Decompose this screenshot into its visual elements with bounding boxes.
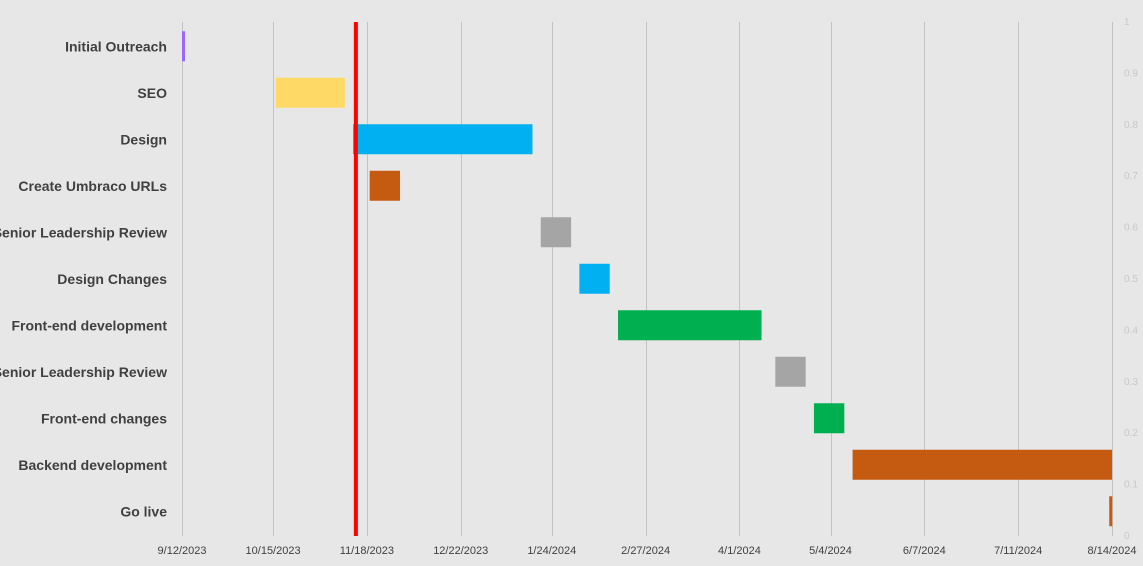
- secondary-y-tick-label: 0.5: [1124, 274, 1138, 285]
- secondary-y-tick-label: 1: [1124, 17, 1130, 28]
- task-labels: Initial Outreach SEO Design Create Umbraco …: [0, 38, 167, 519]
- secondary-y-tick-label: 0.4: [1124, 325, 1138, 336]
- task-bar: [852, 449, 1112, 480]
- secondary-y-tick-label: 0.3: [1124, 377, 1138, 388]
- task-bar: [182, 31, 185, 62]
- task-bars: [182, 31, 1113, 527]
- x-tick-label: 5/4/2024: [809, 545, 852, 557]
- task-label: Senior Leadership Review: [0, 224, 167, 240]
- task-bar: [353, 124, 533, 155]
- x-tick-label: 4/1/2024: [718, 545, 761, 557]
- secondary-y-tick-label: 0.6: [1124, 223, 1138, 234]
- task-bar: [579, 263, 610, 294]
- secondary-y-tick-label: 0.7: [1124, 171, 1138, 182]
- x-tick-label: 2/27/2024: [621, 545, 670, 557]
- x-tick-label: 9/12/2023: [158, 545, 207, 557]
- secondary-y-tick-label: 0: [1124, 531, 1130, 542]
- task-bar: [540, 217, 572, 248]
- secondary-y-tick-label: 0.1: [1124, 480, 1138, 491]
- x-tick-label: 12/22/2023: [433, 545, 488, 557]
- x-tick-label: 10/15/2023: [246, 545, 301, 557]
- x-axis: 9/12/2023 10/15/2023 11/18/2023 12/22/2023 1…: [158, 545, 1137, 557]
- task-bar: [813, 403, 845, 434]
- task-label: Initial Outreach: [65, 38, 167, 54]
- x-tick-label: 1/24/2024: [527, 545, 576, 557]
- task-label: Front-end changes: [41, 410, 167, 426]
- x-tick-label: 8/14/2024: [1088, 545, 1137, 557]
- task-label: Design Changes: [57, 271, 167, 287]
- task-bar: [1109, 496, 1113, 527]
- x-tick-label: 7/11/2024: [994, 545, 1042, 557]
- task-label: Design: [120, 131, 167, 147]
- task-label: SEO: [137, 85, 167, 101]
- secondary-y-tick-label: 0.9: [1124, 68, 1138, 79]
- task-label: Backend development: [18, 457, 167, 473]
- task-label: Go live: [120, 503, 167, 519]
- secondary-y-tick-label: 0.2: [1124, 428, 1138, 439]
- secondary-y-axis: 0 0.1 0.2 0.3 0.4 0.5 0.6 0.7 0.8 0.9 1: [1124, 17, 1138, 542]
- task-bar: [275, 77, 345, 108]
- x-tick-label: 11/18/2023: [340, 545, 394, 557]
- task-bar: [369, 170, 401, 201]
- task-bar: [775, 356, 806, 387]
- secondary-y-tick-label: 0.8: [1124, 120, 1138, 131]
- task-label: Create Umbraco URLs: [18, 178, 167, 194]
- task-label: Senior Leadership Review: [0, 364, 167, 380]
- task-label: Front-end development: [11, 317, 167, 333]
- task-bar: [618, 310, 762, 341]
- x-tick-label: 6/7/2024: [903, 545, 946, 557]
